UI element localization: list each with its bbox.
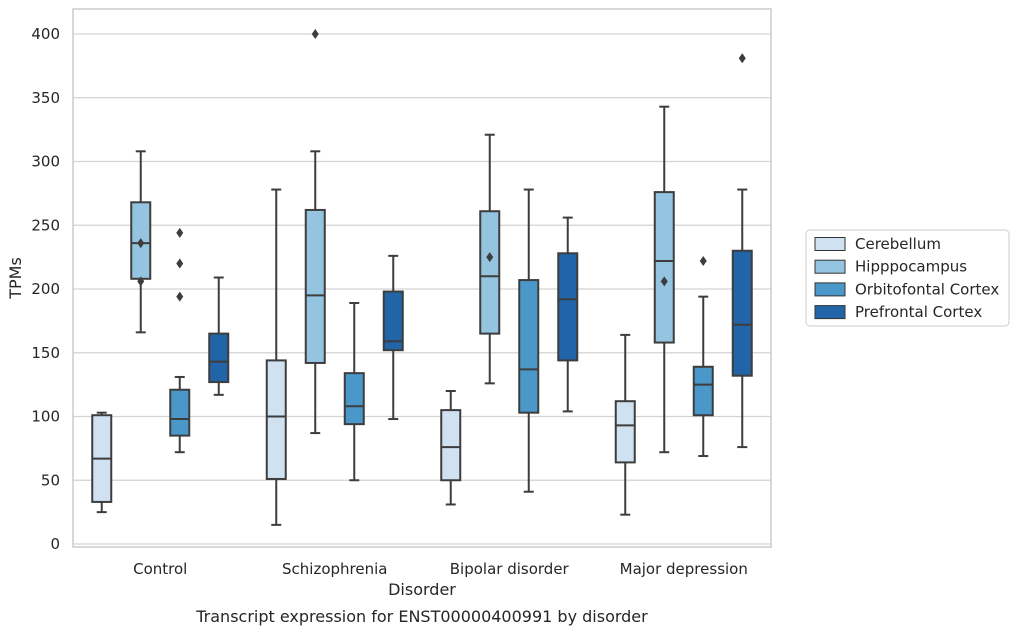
y-tick-label: 50 (41, 471, 60, 489)
iqr-box (208, 332, 230, 384)
legend-frame (805, 229, 1010, 327)
legend: Cerebellum Hipppocampus Orbitofontal Corte… (805, 229, 1010, 327)
outlier-marker (137, 238, 145, 249)
plot-frame (72, 8, 772, 548)
outlier-marker (176, 291, 184, 302)
y-tick-label: 400 (31, 25, 60, 43)
box-1-0 (265, 188, 287, 526)
legend-swatch (814, 282, 846, 297)
box-3-0 (614, 333, 636, 516)
outlier-marker (660, 276, 668, 287)
legend-label: Prefrontal Cortex (855, 303, 982, 321)
box-3-2 (692, 255, 714, 458)
x-tick-label: Schizophrenia (282, 560, 387, 578)
y-tick-label: 200 (31, 280, 60, 298)
y-tick-label: 300 (31, 153, 60, 171)
outlier-marker (176, 258, 184, 269)
y-tick-label: 150 (31, 344, 60, 362)
x-axis-label: Disorder (388, 580, 456, 599)
figure-caption: Transcript expression for ENST0000040099… (195, 607, 648, 626)
iqr-box (557, 252, 579, 362)
legend-label: Cerebellum (855, 235, 941, 253)
legend-label: Orbitofontal Cortex (855, 280, 999, 298)
iqr-box (343, 372, 365, 426)
x-tick-label: Bipolar disorder (450, 560, 570, 578)
box-0-0 (91, 411, 113, 514)
box-0-2 (169, 227, 191, 454)
iqr-box (518, 279, 540, 414)
box-1-1 (304, 29, 326, 435)
iqr-box (440, 409, 462, 482)
iqr-box (479, 210, 501, 335)
box-1-3 (382, 254, 404, 421)
box-2-0 (440, 390, 462, 506)
outlier-marker (311, 29, 319, 39)
outlier-marker (699, 255, 707, 266)
box-0-1 (130, 150, 152, 334)
iqr-box (304, 208, 326, 364)
outlier-marker (137, 276, 145, 287)
box-0-3 (208, 276, 230, 396)
iqr-box (265, 359, 287, 480)
x-tick-label: Control (133, 560, 187, 578)
y-tick-label: 350 (31, 89, 60, 107)
x-tick-label: Major depression (620, 560, 748, 578)
iqr-box (653, 191, 675, 344)
legend-swatch (814, 237, 846, 251)
outlier-marker (486, 252, 494, 263)
y-axis-label: TPMs (6, 257, 25, 300)
iqr-box (731, 249, 753, 377)
box-3-1 (653, 105, 675, 454)
box-groups (91, 29, 753, 526)
outlier-marker (738, 53, 746, 64)
box-2-2 (518, 188, 540, 493)
y-tick-label: 250 (31, 216, 60, 234)
box-2-3 (557, 216, 579, 413)
iqr-box (382, 290, 404, 352)
legend-swatch (814, 259, 846, 274)
box-3-3 (731, 53, 753, 449)
legend-swatch (814, 305, 846, 320)
y-axis-ticks: 0 50 100 150 200 250 300 350 400 (31, 25, 60, 553)
outlier-marker (176, 227, 184, 238)
iqr-box (614, 400, 636, 464)
y-tick-label: 0 (50, 535, 60, 553)
y-tick-label: 100 (31, 408, 60, 426)
x-axis-ticks: Control Schizophrenia Bipolar disorder Majo… (133, 560, 748, 578)
box-1-2 (343, 302, 365, 482)
iqr-box (169, 388, 191, 437)
box-2-1 (479, 133, 501, 385)
iqr-box (692, 365, 714, 417)
legend-label: Hipppocampus (855, 258, 967, 276)
